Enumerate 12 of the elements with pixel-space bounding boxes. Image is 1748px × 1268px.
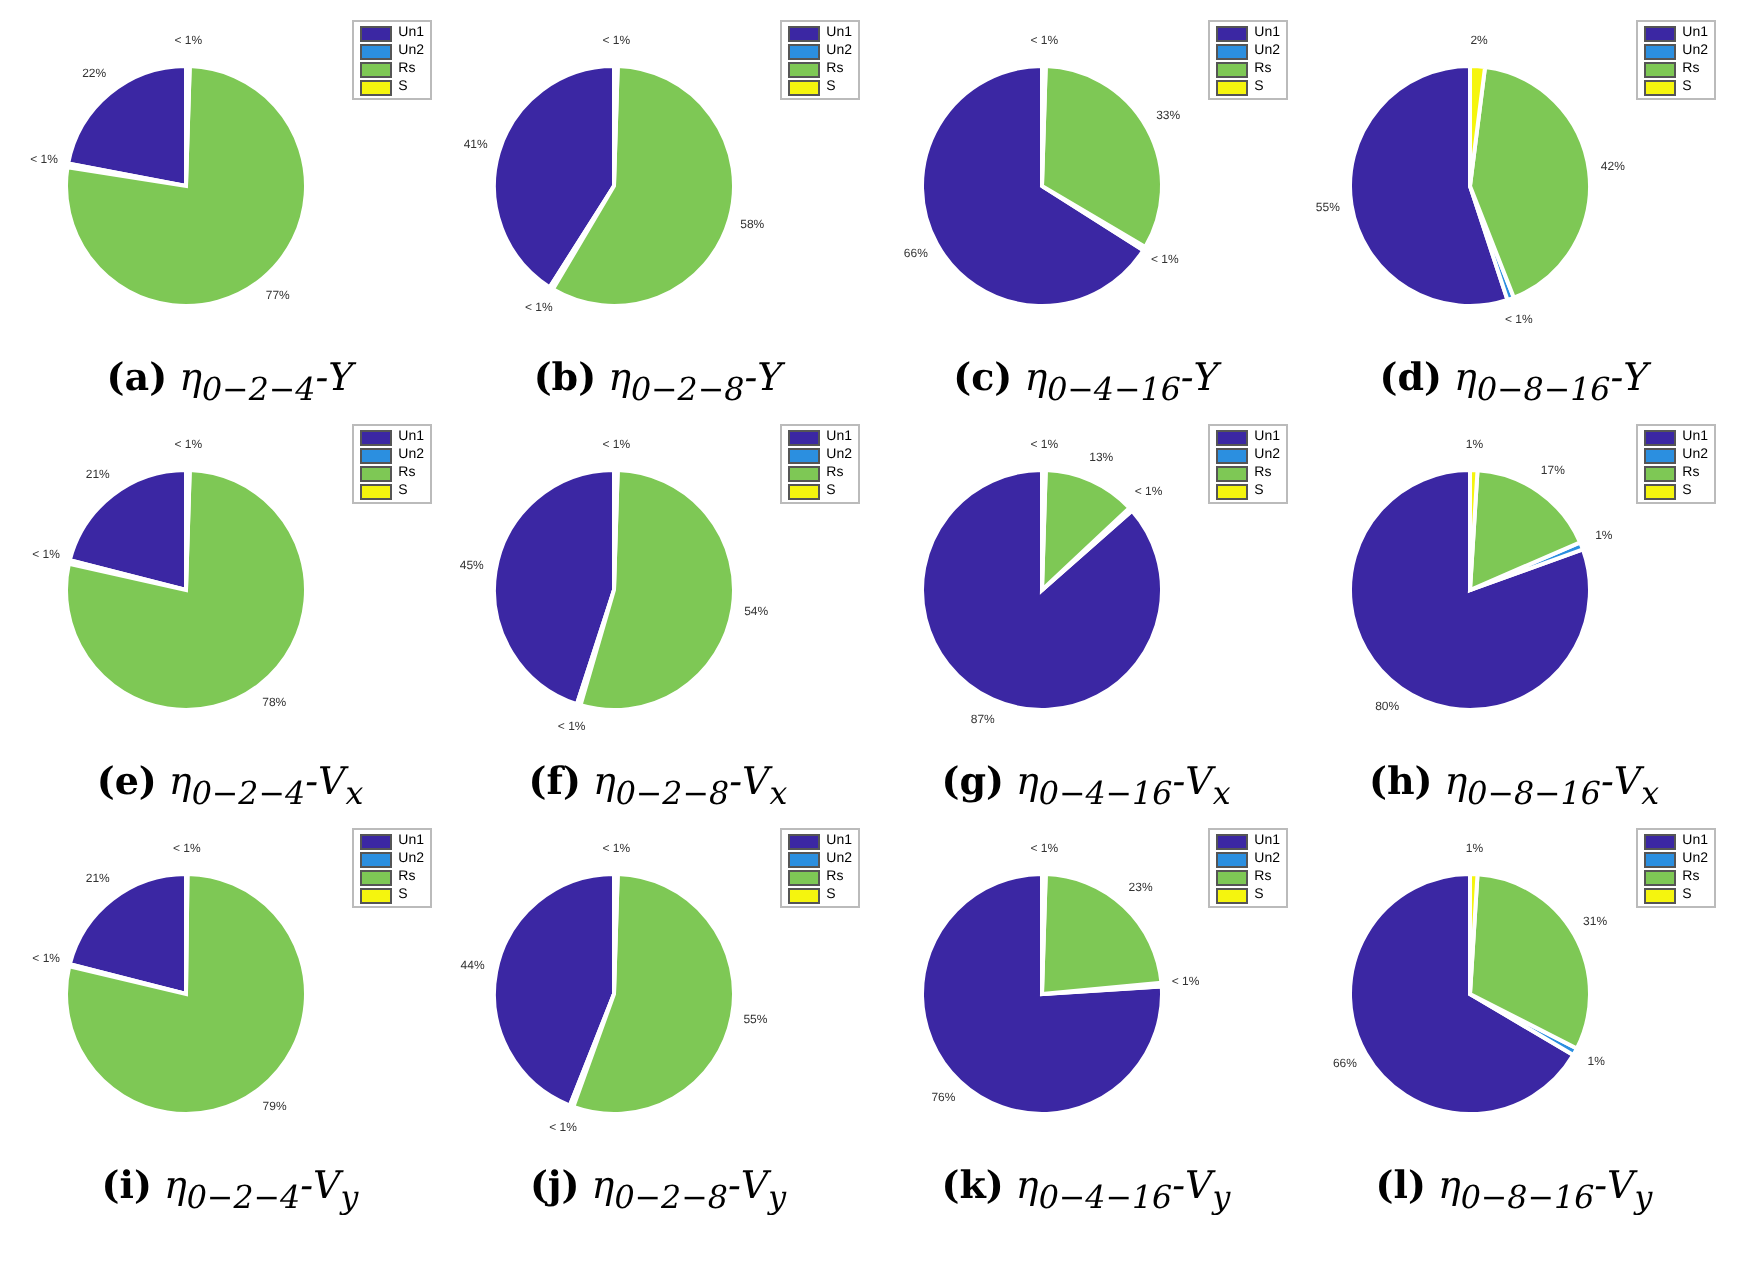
text: (l) η$_{0−8−16}$-V$_{y}$ [1375,1164,1653,1216]
text: (d) η$_{0−8−16}$-Y [1379,356,1649,408]
text: (b) η$_{0−2−8}$-Y [533,356,783,408]
text: (j) η$_{0−2−8}$-V$_{y}$ [529,1164,787,1216]
text: (h) η$_{0−8−16}$-V$_{x}$ [1368,760,1660,812]
text: (f) η$_{0−2−8}$-V$_{x}$ [528,760,788,812]
text: (k) η$_{0−4−16}$-V$_{y}$ [941,1164,1231,1216]
text: (i) η$_{0−2−4}$-V$_{y}$ [101,1164,359,1216]
text: (g) η$_{0−4−16}$-V$_{x}$ [941,760,1231,812]
text: (e) η$_{0−2−4}$-V$_{x}$ [96,760,364,812]
text: (c) η$_{0−4−16}$-Y [953,356,1219,408]
text: (a) η$_{0−2−4}$-Y [106,356,354,408]
